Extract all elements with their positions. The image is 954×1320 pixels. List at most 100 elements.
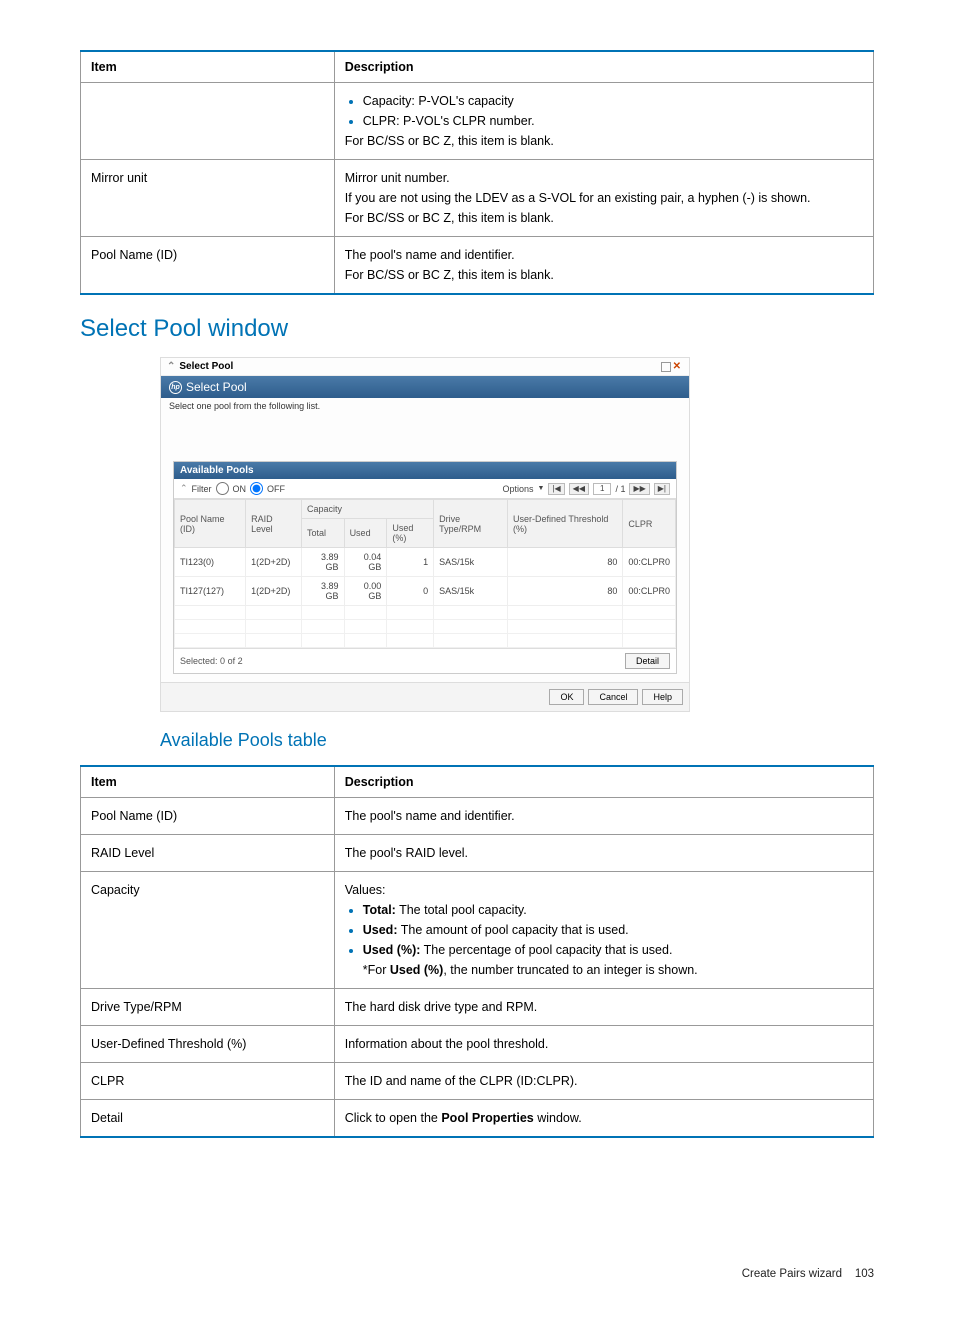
col-pool-name[interactable]: Pool Name (ID) xyxy=(175,500,246,548)
page-footer: Create Pairs wizard 103 xyxy=(80,1268,874,1280)
cell-total: 3.89 GB xyxy=(302,577,345,606)
nav-first-icon[interactable]: |◀ xyxy=(548,483,564,495)
cell-clpr: 00:CLPR0 xyxy=(623,577,676,606)
cell-desc: The ID and name of the CLPR (ID:CLPR). xyxy=(334,1063,873,1100)
table-row: Pool Name (ID) The pool's name and ident… xyxy=(81,798,874,835)
page-current[interactable]: 1 xyxy=(593,483,611,495)
cell-total: 3.89 GB xyxy=(302,548,345,577)
table-row: Pool Name (ID) The pool's name and ident… xyxy=(81,237,874,295)
col-clpr[interactable]: CLPR xyxy=(623,500,676,548)
ok-button[interactable]: OK xyxy=(549,689,584,705)
cancel-button[interactable]: Cancel xyxy=(588,689,638,705)
selection-footer: Selected: 0 of 2 Detail xyxy=(174,648,676,673)
available-pools-panel: Available Pools ⌃ Filter ON OFF Options … xyxy=(173,461,677,674)
cell-pct: 1 xyxy=(387,548,434,577)
cell-item: Capacity xyxy=(81,872,335,989)
selected-count: 0 xyxy=(220,656,225,666)
filter-on-label: ON xyxy=(233,484,247,494)
page-total: / 1 xyxy=(615,484,625,494)
filter-on-radio[interactable] xyxy=(216,482,229,495)
cell-item: Mirror unit xyxy=(81,160,335,237)
options-dropdown-icon[interactable]: ▼ xyxy=(538,485,545,492)
nav-last-icon[interactable]: ▶| xyxy=(654,483,670,495)
subsection-heading-available-pools: Available Pools table xyxy=(160,730,874,751)
table-row: Mirror unit Mirror unit number. If you a… xyxy=(81,160,874,237)
cell-raid: 1(2D+2D) xyxy=(246,548,302,577)
panel-header: Available Pools xyxy=(174,462,676,479)
table-row: Capacity: P-VOL's capacity CLPR: P-VOL's… xyxy=(81,83,874,160)
cell-item: User-Defined Threshold (%) xyxy=(81,1026,335,1063)
dialog-instruction: Select one pool from the following list. xyxy=(161,398,689,461)
grid-row-empty xyxy=(175,634,676,648)
help-button[interactable]: Help xyxy=(642,689,683,705)
filter-label: Filter xyxy=(192,484,212,494)
cell-desc: Values: Total: The total pool capacity. … xyxy=(334,872,873,989)
svol-attributes-table: Item Description Capacity: P-VOL's capac… xyxy=(80,50,874,295)
cell-pool: TI123(0) xyxy=(175,548,246,577)
options-label[interactable]: Options xyxy=(502,484,533,494)
desc-bullet: CLPR: P-VOL's CLPR number. xyxy=(363,111,863,131)
th-item: Item xyxy=(81,51,335,83)
col-threshold[interactable]: User-Defined Threshold (%) xyxy=(508,500,623,548)
hp-logo-icon: hp xyxy=(169,381,182,394)
nav-prev-icon[interactable]: ◀◀ xyxy=(569,483,589,495)
grid-row-empty xyxy=(175,606,676,620)
grid-row[interactable]: TI123(0) 1(2D+2D) 3.89 GB 0.04 GB 1 SAS/… xyxy=(175,548,676,577)
maximize-icon[interactable] xyxy=(661,362,671,372)
grid-row[interactable]: TI127(127) 1(2D+2D) 3.89 GB 0.00 GB 0 SA… xyxy=(175,577,676,606)
col-capacity[interactable]: Capacity xyxy=(302,500,434,519)
filter-off-radio[interactable] xyxy=(250,482,263,495)
cell-drive: SAS/15k xyxy=(434,548,508,577)
desc-bullet: Used (%): The percentage of pool capacit… xyxy=(363,940,863,960)
cell-item: Pool Name (ID) xyxy=(81,237,335,295)
cell-desc: Capacity: P-VOL's capacity CLPR: P-VOL's… xyxy=(334,83,873,160)
col-cap-total[interactable]: Total xyxy=(302,519,345,548)
selected-label: Selected: xyxy=(180,656,218,666)
table-row: Detail Click to open the Pool Properties… xyxy=(81,1100,874,1138)
desc-bullet: Total: The total pool capacity. xyxy=(363,900,863,920)
cell-desc: The hard disk drive type and RPM. xyxy=(334,989,873,1026)
dialog-footer: OK Cancel Help xyxy=(161,682,689,711)
cell-drive: SAS/15k xyxy=(434,577,508,606)
cell-item xyxy=(81,83,335,160)
detail-button[interactable]: Detail xyxy=(625,653,670,669)
collapse-icon[interactable]: ⌃ xyxy=(167,361,175,372)
selected-of: of xyxy=(228,656,236,666)
desc-text: If you are not using the LDEV as a S-VOL… xyxy=(345,188,863,208)
footer-page: 103 xyxy=(855,1268,874,1280)
nav-next-icon[interactable]: ▶▶ xyxy=(629,483,649,495)
desc-text: For BC/SS or BC Z, this item is blank. xyxy=(345,265,863,285)
selected-total: 2 xyxy=(238,656,243,666)
close-icon[interactable]: ✕ xyxy=(671,361,683,372)
dialog-titlebar: ⌃ Select Pool ✕ xyxy=(161,358,689,376)
filter-off-label: OFF xyxy=(267,484,285,494)
section-heading-select-pool: Select Pool window xyxy=(80,315,874,343)
cell-item: RAID Level xyxy=(81,835,335,872)
desc-text: For BC/SS or BC Z, this item is blank. xyxy=(345,208,863,228)
col-drive[interactable]: Drive Type/RPM xyxy=(434,500,508,548)
cell-item: Drive Type/RPM xyxy=(81,989,335,1026)
col-cap-used[interactable]: Used xyxy=(344,519,387,548)
table-row: User-Defined Threshold (%) Information a… xyxy=(81,1026,874,1063)
cell-raid: 1(2D+2D) xyxy=(246,577,302,606)
values-label: Values: xyxy=(345,880,863,900)
th-description: Description xyxy=(334,766,873,798)
cell-item: Pool Name (ID) xyxy=(81,798,335,835)
cell-item: CLPR xyxy=(81,1063,335,1100)
cell-thr: 80 xyxy=(508,577,623,606)
cell-desc: Click to open the Pool Properties window… xyxy=(334,1100,873,1138)
table-row: Capacity Values: Total: The total pool c… xyxy=(81,872,874,989)
table-row: RAID Level The pool's RAID level. xyxy=(81,835,874,872)
filter-collapse-icon[interactable]: ⌃ xyxy=(180,483,188,494)
col-cap-used-pct[interactable]: Used (%) xyxy=(387,519,434,548)
desc-bullet: Used: The amount of pool capacity that i… xyxy=(363,920,863,940)
cell-desc: Mirror unit number. If you are not using… xyxy=(334,160,873,237)
cell-thr: 80 xyxy=(508,548,623,577)
desc-text: For BC/SS or BC Z, this item is blank. xyxy=(345,134,554,148)
cell-item: Detail xyxy=(81,1100,335,1138)
select-pool-dialog: ⌃ Select Pool ✕ hp Select Pool Select on… xyxy=(160,357,690,712)
cell-used: 0.00 GB xyxy=(344,577,387,606)
col-raid[interactable]: RAID Level xyxy=(246,500,302,548)
th-item: Item xyxy=(81,766,335,798)
th-description: Description xyxy=(334,51,873,83)
